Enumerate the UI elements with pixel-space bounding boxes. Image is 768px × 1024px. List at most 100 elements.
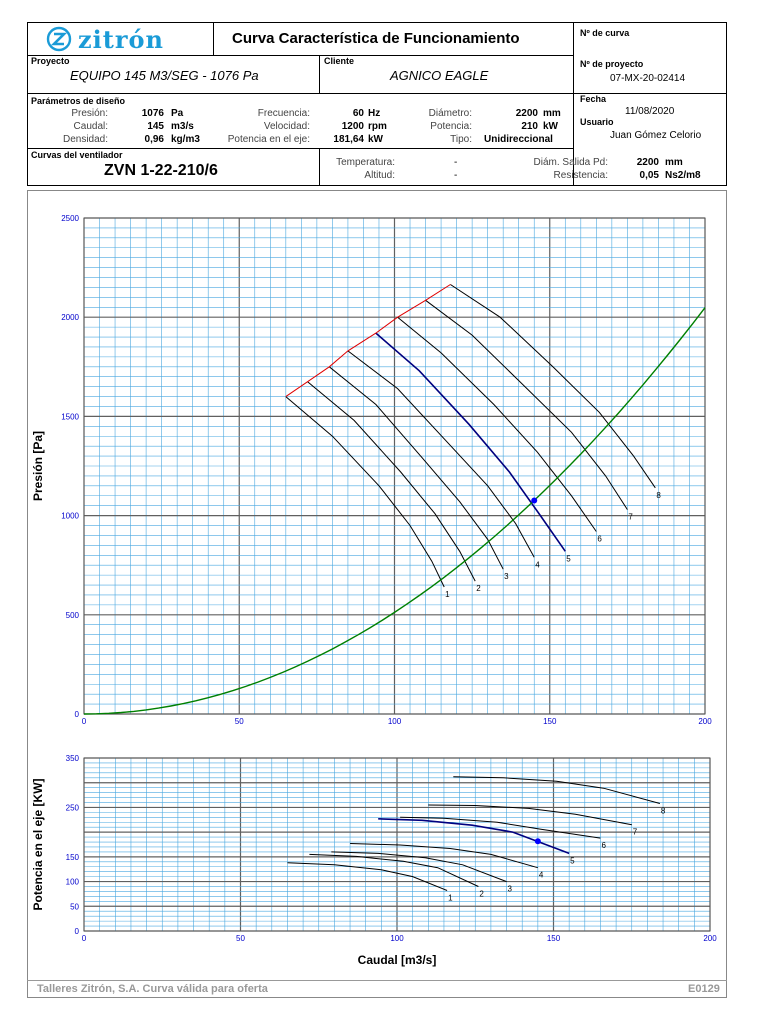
y-tick-label: 500 bbox=[66, 611, 80, 620]
densidad-label: Densidad: bbox=[62, 134, 108, 145]
altitud-label: Altitud: bbox=[364, 170, 395, 181]
fan-curve-7 bbox=[425, 299, 628, 510]
velocidad-label: Velocidad: bbox=[263, 121, 310, 132]
altitud-value: - bbox=[454, 170, 458, 181]
fan-curve-8 bbox=[453, 776, 661, 804]
fan-curve-1 bbox=[287, 862, 448, 891]
frecuencia-unit: Hz bbox=[368, 108, 381, 119]
tipo-label: Tipo: bbox=[450, 134, 472, 145]
potencia-unit: kW bbox=[543, 121, 558, 132]
project-no-label: Nº de proyecto bbox=[580, 59, 644, 69]
densidad-value: 0,96 bbox=[144, 134, 164, 145]
curve-label-4: 4 bbox=[535, 560, 540, 569]
fan-curve-8 bbox=[450, 284, 656, 489]
system-curve bbox=[83, 307, 706, 715]
fan-title: Curvas del ventilador bbox=[31, 150, 123, 160]
y-tick-label: 0 bbox=[75, 710, 80, 719]
curve-label-3: 3 bbox=[508, 885, 513, 894]
rule bbox=[27, 55, 573, 56]
fan-curve-4 bbox=[350, 843, 538, 869]
x-tick-label: 0 bbox=[82, 717, 87, 726]
project-value: EQUIPO 145 M3/SEG - 1076 Pa bbox=[70, 68, 259, 83]
fan-curve-1 bbox=[285, 396, 445, 588]
date-label: Fecha bbox=[580, 94, 607, 104]
fan-curve-6 bbox=[400, 816, 601, 839]
operating-fan-curve bbox=[375, 332, 566, 552]
caudal-unit: m3/s bbox=[171, 121, 194, 132]
curve-label-8: 8 bbox=[656, 491, 661, 500]
curve-label-5: 5 bbox=[566, 554, 571, 563]
salida-unit: mm bbox=[665, 157, 683, 168]
chart-1: 0 50 100 150 20005001000150020002500Presión … bbox=[31, 214, 712, 726]
x-tick-label: 100 bbox=[388, 717, 402, 726]
user-label: Usuario bbox=[580, 117, 614, 127]
client-value: AGNICO EAGLE bbox=[390, 68, 489, 83]
y-tick-label: 250 bbox=[66, 803, 80, 812]
curve-label-2: 2 bbox=[479, 890, 484, 899]
y-tick-label: 0 bbox=[75, 927, 80, 936]
x-tick-label: 150 bbox=[543, 717, 557, 726]
page-title: Curva Característica de Funcionamiento bbox=[232, 30, 520, 47]
diametro-unit: mm bbox=[543, 108, 561, 119]
curve-label-7: 7 bbox=[628, 513, 633, 522]
footer-text: Talleres Zitrón, S.A. Curva válida para … bbox=[37, 983, 268, 995]
y-axis-title: Potencia en el eje [KW] bbox=[31, 778, 45, 910]
fan-model: ZVN 1-22-210/6 bbox=[104, 162, 218, 179]
user-value: Juan Gómez Celorio bbox=[610, 130, 702, 141]
curve-label-2: 2 bbox=[476, 584, 481, 593]
fan-curve-7 bbox=[428, 804, 632, 826]
curve-label-1: 1 bbox=[448, 893, 453, 902]
frecuencia-value: 60 bbox=[352, 108, 364, 119]
temperatura-value: - bbox=[454, 157, 458, 168]
curve-label-3: 3 bbox=[504, 572, 509, 581]
x-tick-label: 200 bbox=[698, 717, 712, 726]
velocidad-unit: rpm bbox=[368, 121, 387, 132]
header-table bbox=[27, 22, 727, 186]
rule bbox=[27, 93, 727, 94]
curve-label-7: 7 bbox=[633, 828, 638, 837]
zitron-logo-icon bbox=[46, 26, 72, 52]
rule bbox=[319, 148, 320, 186]
potencia-value: 210 bbox=[521, 121, 538, 132]
resistencia-unit: Ns2/m8 bbox=[665, 170, 701, 181]
x-tick-label: 50 bbox=[235, 717, 244, 726]
presion-label: Presión: bbox=[71, 108, 108, 119]
date-value: 11/08/2020 bbox=[625, 106, 675, 117]
caudal-label: Caudal: bbox=[73, 121, 108, 132]
temperatura-label: Temperatura: bbox=[336, 157, 395, 168]
y-tick-label: 1000 bbox=[61, 512, 79, 521]
y-axis-title: Presión [Pa] bbox=[31, 431, 45, 501]
resistencia-label: Resistencia: bbox=[553, 170, 608, 181]
curve-label-4: 4 bbox=[539, 871, 544, 880]
logo: zitrón bbox=[46, 25, 164, 54]
velocidad-value: 1200 bbox=[341, 121, 364, 132]
surge-limit-line bbox=[285, 284, 451, 398]
fan-curve-4 bbox=[347, 350, 535, 558]
y-tick-label: 50 bbox=[70, 902, 79, 911]
potencia-eje-unit: kW bbox=[368, 134, 383, 145]
x-tick-label: 0 bbox=[82, 934, 87, 943]
curve-no-label: Nº de curva bbox=[580, 28, 630, 38]
fan-curve-3 bbox=[331, 851, 507, 883]
x-tick-label: 100 bbox=[390, 934, 404, 943]
presion-unit: Pa bbox=[171, 108, 184, 119]
salida-label: Diám. Salida Pd: bbox=[533, 157, 608, 168]
fan-curve-3 bbox=[328, 366, 504, 570]
chart-2: 0 50 100 150 200 0 50 100 150 250 350 Potencia en e… bbox=[31, 754, 717, 967]
operating-fan-curve bbox=[378, 818, 570, 855]
fan-curve-2 bbox=[307, 381, 476, 582]
client-label: Cliente bbox=[324, 56, 355, 66]
project-label: Proyecto bbox=[31, 56, 70, 66]
y-tick-label: 2000 bbox=[61, 313, 79, 322]
y-tick-label: 100 bbox=[66, 878, 80, 887]
y-tick-label: 1500 bbox=[61, 412, 79, 421]
diametro-label: Diámetro: bbox=[428, 108, 472, 119]
tipo-value: Unidireccional bbox=[484, 134, 553, 145]
project-no-value: 07-MX-20-02414 bbox=[610, 73, 686, 84]
curve-label-1: 1 bbox=[445, 590, 450, 599]
y-tick-label: 2500 bbox=[61, 214, 79, 223]
params-title: Parámetros de diseño bbox=[31, 96, 126, 106]
x-tick-label: 50 bbox=[236, 934, 245, 943]
x-tick-label: 150 bbox=[547, 934, 561, 943]
